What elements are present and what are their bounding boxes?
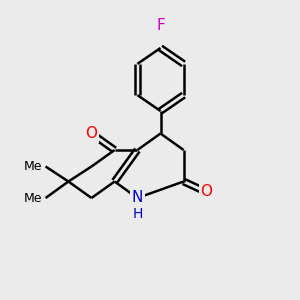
Text: Me: Me [24, 191, 43, 205]
Text: N: N [132, 190, 143, 206]
Text: O: O [200, 184, 212, 200]
Text: H: H [132, 207, 142, 220]
Text: Me: Me [24, 160, 43, 173]
Text: O: O [85, 126, 98, 141]
Text: F: F [156, 18, 165, 33]
